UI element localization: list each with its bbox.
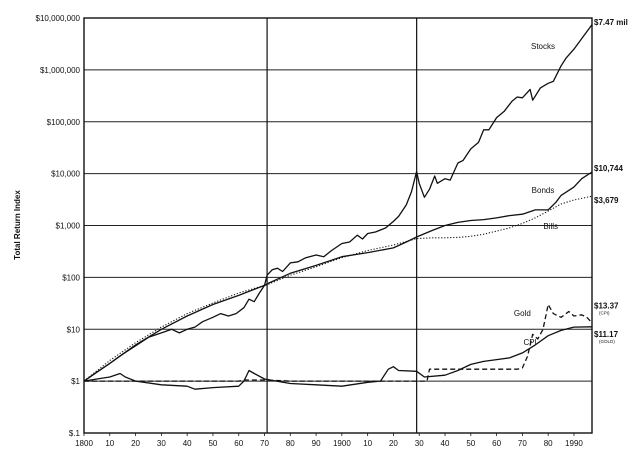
end-label-cpi: $11.17 (594, 330, 619, 339)
y-tick-label: $10 (67, 325, 81, 334)
series-label-bills: Bills (543, 222, 558, 231)
x-tick-label: 60 (492, 439, 501, 448)
x-tick-label: 80 (544, 439, 553, 448)
x-tick-label: 80 (286, 439, 295, 448)
y-tick-label: $1,000,000 (40, 66, 81, 75)
series-line-stocks (83, 24, 593, 382)
series-label-cpi: CPI (523, 338, 536, 347)
y-tick-label: $1 (71, 377, 80, 386)
x-tick-label: 70 (260, 439, 269, 448)
end-label-bills: $3,679 (594, 196, 619, 205)
x-tick-label: 20 (389, 439, 398, 448)
x-tick-label: 40 (183, 439, 192, 448)
end-sublabel-gold: (CPI) (599, 311, 610, 316)
series-label-stocks: Stocks (531, 42, 555, 51)
y-tick-label: $100 (62, 273, 80, 282)
x-tick-label: 10 (363, 439, 372, 448)
x-tick-label: 1800 (75, 439, 93, 448)
x-tick-label: 40 (441, 439, 450, 448)
x-tick-label: 30 (157, 439, 166, 448)
x-tick-label: 1990 (565, 439, 583, 448)
x-tick-label: 50 (208, 439, 217, 448)
y-axis-title: Total Return Index (13, 190, 22, 260)
series-label-gold: Gold (514, 309, 531, 318)
x-tick-label: 1900 (333, 439, 351, 448)
x-tick-label: 30 (415, 439, 424, 448)
x-tick-label: 70 (518, 439, 527, 448)
x-tick-label: 20 (131, 439, 140, 448)
end-label-gold: $13.37 (594, 302, 619, 311)
y-tick-label: $10,000,000 (36, 14, 81, 23)
y-tick-label: $1,000 (56, 222, 81, 231)
series-line-cpi (83, 326, 593, 390)
y-tick-label: $10,000 (51, 170, 80, 179)
plot-frame (83, 17, 593, 434)
end-sublabel-cpi: (GOLD) (599, 339, 615, 344)
x-tick-label: 10 (105, 439, 114, 448)
x-tick-label: 90 (312, 439, 321, 448)
series-line-bonds (83, 171, 593, 382)
y-tick-label: $.1 (69, 429, 81, 438)
series-line-gold (84, 303, 593, 382)
series-label-bonds: Bonds (532, 186, 555, 195)
x-tick-label: 50 (466, 439, 475, 448)
end-label-bonds: $10,744 (594, 164, 623, 173)
end-label-stocks: $7.47 mil (594, 18, 628, 27)
x-tick-label: 60 (234, 439, 243, 448)
y-tick-label: $100,000 (47, 118, 81, 127)
